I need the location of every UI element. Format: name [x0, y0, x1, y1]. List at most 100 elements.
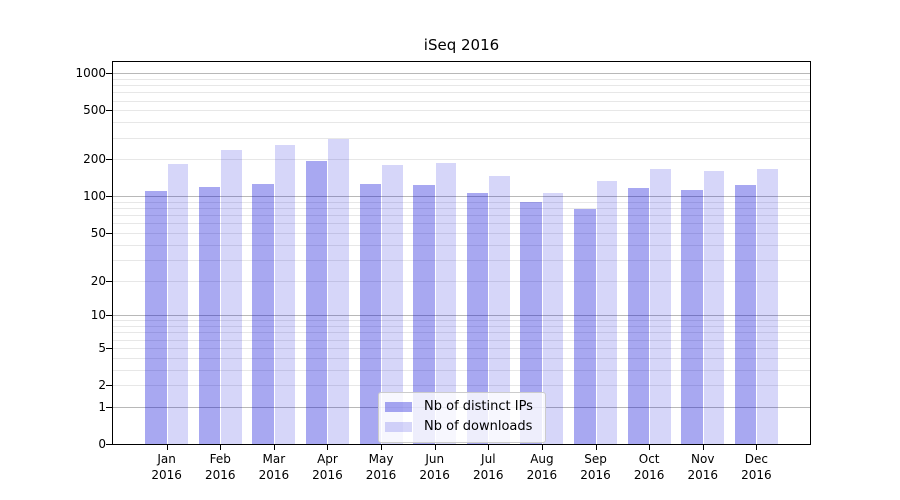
x-tick-mark [434, 444, 436, 450]
x-tick-label-sep: Sep 2016 [580, 452, 611, 482]
bar-nov-downloads [703, 171, 725, 444]
x-tick-label-feb: Feb 2016 [204, 452, 236, 482]
bar-jan-downloads [167, 164, 189, 444]
y-tick-mark [106, 196, 113, 198]
bar-oct-distinct-ips [627, 188, 650, 444]
gridline-30 [113, 259, 810, 261]
gridline-9 [113, 320, 810, 322]
y-tick-mark [106, 347, 113, 349]
x-tick-label-apr: Apr 2016 [312, 452, 343, 482]
gridline-6 [113, 339, 810, 341]
gridline-100 [113, 196, 810, 198]
gridline-50 [113, 233, 810, 235]
bar-jul-downloads [489, 175, 510, 444]
gridline-300 [113, 137, 810, 139]
legend: Nb of distinct IPs Nb of downloads [378, 392, 546, 443]
x-tick-label-may: May 2016 [365, 452, 397, 482]
bar-jul-distinct-ips [466, 193, 489, 444]
gridline-900 [113, 78, 810, 80]
y-tick-mark [106, 73, 113, 75]
gridline-40 [113, 244, 810, 246]
gridline-8 [113, 326, 810, 328]
y-tick-label-1: 1 [98, 399, 106, 414]
y-tick-label-5: 5 [98, 340, 106, 355]
y-tick-label-1000: 1000 [75, 66, 106, 81]
y-tick-label-100: 100 [83, 189, 106, 204]
legend-item-downloads: Nb of downloads [385, 417, 537, 437]
y-tick-mark [106, 233, 113, 235]
grid-layer [113, 62, 810, 444]
gridline-4 [113, 357, 810, 359]
x-tick-mark [649, 444, 651, 450]
y-tick-mark [106, 444, 113, 445]
bar-feb-distinct-ips [198, 187, 221, 444]
legend-label-distinct-ips: Nb of distinct IPs [424, 399, 533, 414]
gridline-500 [113, 110, 810, 112]
x-tick-mark [273, 444, 275, 450]
bars-layer [113, 62, 810, 444]
bar-apr-distinct-ips [306, 161, 328, 444]
bar-sep-downloads [596, 181, 617, 444]
bar-may-distinct-ips [359, 183, 382, 444]
gridline-5 [113, 347, 810, 349]
bar-nov-distinct-ips [681, 189, 703, 444]
bar-jun-downloads [435, 163, 457, 444]
x-tick-label-oct: Oct 2016 [633, 452, 665, 482]
y-tick-mark [106, 385, 113, 387]
y-tick-label-2: 2 [98, 378, 106, 393]
bar-dec-downloads [757, 169, 778, 444]
bar-sep-distinct-ips [574, 208, 596, 444]
x-tick-mark [220, 444, 222, 450]
x-tick-label-jul: Jul 2016 [473, 452, 504, 482]
gridline-7 [113, 332, 810, 334]
gridline-20 [113, 280, 810, 282]
legend-item-distinct-ips: Nb of distinct IPs [385, 397, 537, 417]
gridline-600 [113, 100, 810, 102]
x-tick-mark [541, 444, 543, 450]
bar-jan-distinct-ips [145, 191, 167, 444]
gridline-700 [113, 92, 810, 94]
x-tick-mark [166, 444, 168, 450]
bar-aug-downloads [542, 193, 564, 444]
bar-oct-downloads [650, 169, 671, 444]
x-tick-label-aug: Aug 2016 [526, 452, 558, 482]
bar-apr-downloads [328, 139, 349, 444]
x-tick-mark [595, 444, 597, 450]
legend-label-downloads: Nb of downloads [424, 419, 533, 434]
gridline-70 [113, 215, 810, 217]
bar-aug-distinct-ips [520, 201, 542, 444]
x-tick-label-mar: Mar 2016 [258, 452, 290, 482]
y-tick-label-10: 10 [90, 308, 106, 323]
y-tick-mark [106, 315, 113, 317]
y-tick-mark [106, 110, 113, 112]
x-tick-mark [702, 444, 704, 450]
legend-swatch-downloads [385, 422, 412, 432]
y-tick-mark [106, 280, 113, 282]
y-tick-mark [106, 159, 113, 161]
bar-jun-distinct-ips [413, 185, 435, 444]
gridline-3 [113, 369, 810, 371]
gridline-1000 [113, 73, 810, 75]
gridline-60 [113, 223, 810, 225]
legend-swatch-distinct-ips [385, 402, 412, 412]
plot-area [112, 61, 811, 445]
x-tick-mark [488, 444, 490, 450]
y-tick-label-500: 500 [83, 103, 106, 118]
y-tick-label-0: 0 [98, 437, 106, 451]
gridline-90 [113, 201, 810, 203]
y-tick-mark [106, 406, 113, 408]
bar-mar-downloads [274, 145, 296, 444]
x-tick-label-jun: Jun 2016 [419, 452, 450, 482]
gridline-10 [113, 315, 810, 317]
x-tick-mark [381, 444, 383, 450]
x-tick-label-dec: Dec 2016 [741, 452, 772, 482]
y-tick-label-50: 50 [90, 226, 106, 241]
y-tick-label-200: 200 [83, 152, 106, 167]
gridline-200 [113, 159, 810, 161]
gridline-800 [113, 85, 810, 87]
x-tick-mark [327, 444, 329, 450]
gridline-80 [113, 208, 810, 210]
bar-feb-downloads [221, 150, 242, 444]
x-tick-label-nov: Nov 2016 [687, 452, 719, 482]
